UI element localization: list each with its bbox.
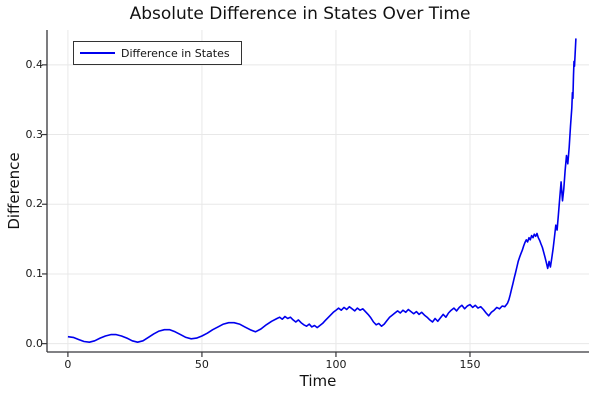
y-tick-label: 0.1 — [25, 266, 44, 280]
legend-line-sample — [80, 52, 115, 54]
x-tick-label: 50 — [194, 358, 209, 371]
x-tick-label: 100 — [325, 358, 347, 371]
x-tick-label: 0 — [64, 358, 72, 371]
y-tick-label: 0.3 — [25, 127, 44, 141]
legend-entry-label: Difference in States — [121, 46, 230, 60]
chart-title: Absolute Difference in States Over Time — [129, 4, 471, 24]
x-axis-label: Time — [299, 372, 337, 390]
x-tick-label: 150 — [459, 358, 481, 371]
data-line — [67, 38, 577, 344]
y-tick-label: 0.4 — [25, 57, 44, 71]
y-tick-label: 0.2 — [25, 197, 44, 211]
legend-box: Difference in States — [73, 41, 242, 65]
y-tick-label: 0.0 — [25, 336, 44, 350]
